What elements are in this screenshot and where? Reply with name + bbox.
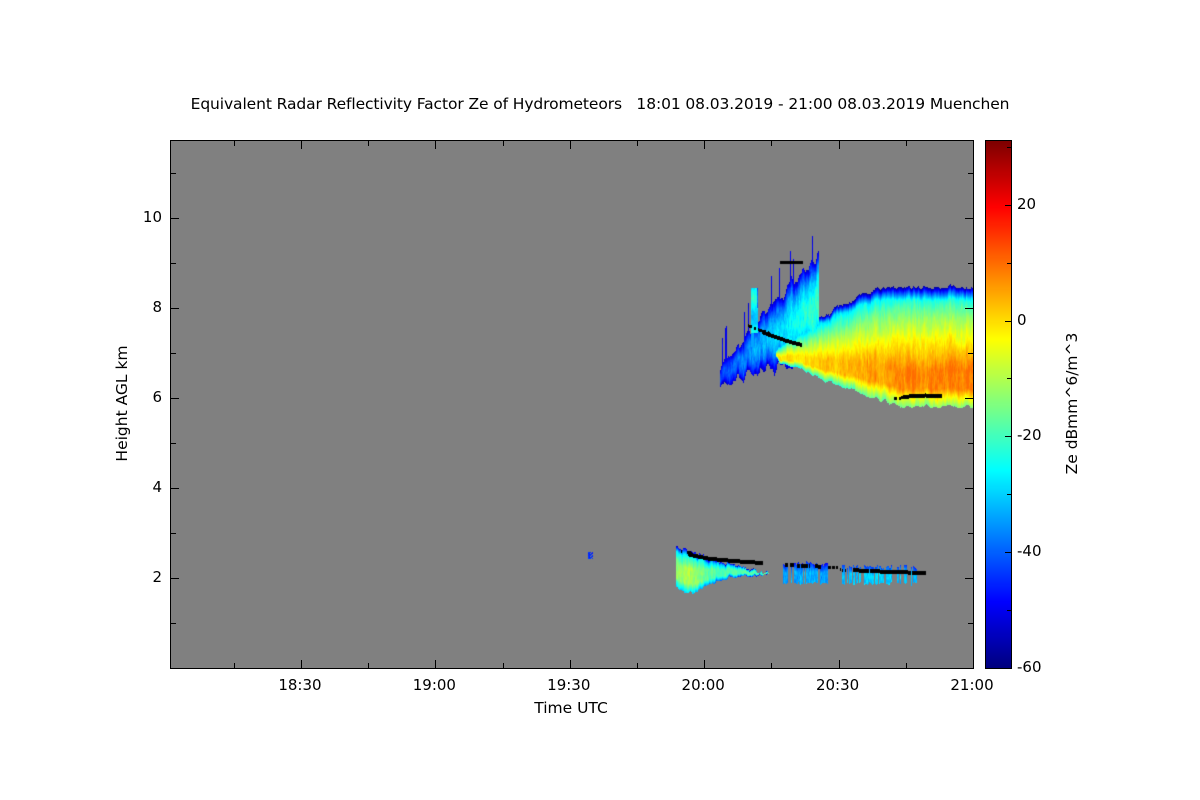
x-tick-label-4: 20:30 — [815, 676, 860, 694]
x-major-tick-top — [435, 141, 437, 149]
x-major-tick — [704, 660, 706, 668]
x-minor-tick-top — [368, 141, 370, 146]
x-tick-label-0: 18:30 — [278, 676, 322, 694]
y-tick-label-1: 4 — [152, 477, 162, 496]
colorbar — [985, 140, 1012, 669]
y-minor-tick-right — [968, 622, 973, 624]
x-major-tick — [838, 660, 840, 668]
y-axis-title: Height AGL km — [113, 345, 131, 462]
y-major-tick — [171, 307, 179, 309]
colorbar-minor-tick — [1007, 378, 1011, 380]
y-major-tick-right — [965, 577, 973, 579]
y-minor-tick — [171, 352, 176, 354]
x-minor-tick-top — [771, 141, 773, 146]
colorbar-tick — [1005, 552, 1011, 554]
y-major-tick — [171, 397, 179, 399]
x-minor-tick — [502, 663, 504, 668]
x-major-tick-top — [704, 141, 706, 149]
x-tick-label-2: 19:30 — [547, 676, 591, 694]
y-tick-label-0: 2 — [152, 567, 162, 586]
y-minor-tick-right — [968, 442, 973, 444]
x-major-tick — [973, 660, 974, 668]
reflectivity-heatmap — [171, 141, 973, 668]
colorbar-minor-tick — [1007, 262, 1011, 264]
y-minor-tick — [171, 442, 176, 444]
colorbar-minor-tick — [1007, 146, 1011, 148]
y-minor-tick — [171, 262, 176, 264]
x-minor-tick — [368, 663, 370, 668]
colorbar-title: Ze dBmm^6/m^3 — [1063, 332, 1081, 475]
x-minor-tick-top — [233, 141, 235, 146]
y-major-tick-right — [965, 487, 973, 489]
colorbar-tick-label-2: -20 — [1017, 426, 1042, 445]
y-major-tick-right — [965, 307, 973, 309]
y-minor-tick-right — [968, 262, 973, 264]
x-minor-tick — [771, 663, 773, 668]
y-minor-tick — [171, 172, 176, 174]
x-minor-tick — [636, 663, 638, 668]
x-minor-tick-top — [502, 141, 504, 146]
y-minor-tick-right — [968, 352, 973, 354]
y-tick-label-4: 10 — [142, 207, 162, 226]
y-major-tick — [171, 577, 179, 579]
x-major-tick — [435, 660, 437, 668]
x-minor-tick — [233, 663, 235, 668]
y-tick-label-2: 6 — [152, 387, 162, 406]
x-minor-tick-top — [905, 141, 907, 146]
y-minor-tick — [171, 532, 176, 534]
y-minor-tick-right — [968, 172, 973, 174]
y-minor-tick-right — [968, 532, 973, 534]
y-major-tick — [171, 487, 179, 489]
y-major-tick-right — [965, 397, 973, 399]
colorbar-tick — [1005, 436, 1011, 438]
colorbar-minor-tick — [1007, 494, 1011, 496]
colorbar-tick — [1005, 668, 1011, 669]
x-major-tick — [569, 660, 571, 668]
x-minor-tick — [905, 663, 907, 668]
colorbar-tick — [1005, 320, 1011, 322]
y-major-tick — [171, 217, 179, 219]
colorbar-tick-label-1: -40 — [1017, 542, 1042, 561]
x-major-tick — [300, 660, 302, 668]
x-minor-tick-top — [636, 141, 638, 146]
x-tick-label-5: 21:00 — [950, 676, 994, 694]
figure-title: Equivalent Radar Reflectivity Factor Ze … — [190, 95, 1010, 113]
colorbar-tick — [1005, 204, 1011, 206]
x-tick-label-3: 20:00 — [681, 676, 725, 694]
y-minor-tick — [171, 622, 176, 624]
y-major-tick-right — [965, 217, 973, 219]
colorbar-tick-label-4: 20 — [1017, 194, 1037, 213]
colorbar-minor-tick — [1007, 610, 1011, 612]
x-major-tick-top — [300, 141, 302, 149]
y-tick-label-3: 8 — [152, 297, 162, 316]
plot-area — [170, 140, 974, 669]
colorbar-tick-label-3: 0 — [1017, 310, 1027, 329]
x-major-tick-top — [973, 141, 974, 149]
x-tick-label-1: 19:00 — [412, 676, 456, 694]
x-major-tick-top — [838, 141, 840, 149]
x-axis-title: Time UTC — [534, 699, 608, 717]
x-major-tick-top — [569, 141, 571, 149]
colorbar-tick-label-0: -60 — [1017, 658, 1042, 676]
colorbar-gradient — [986, 141, 1011, 668]
